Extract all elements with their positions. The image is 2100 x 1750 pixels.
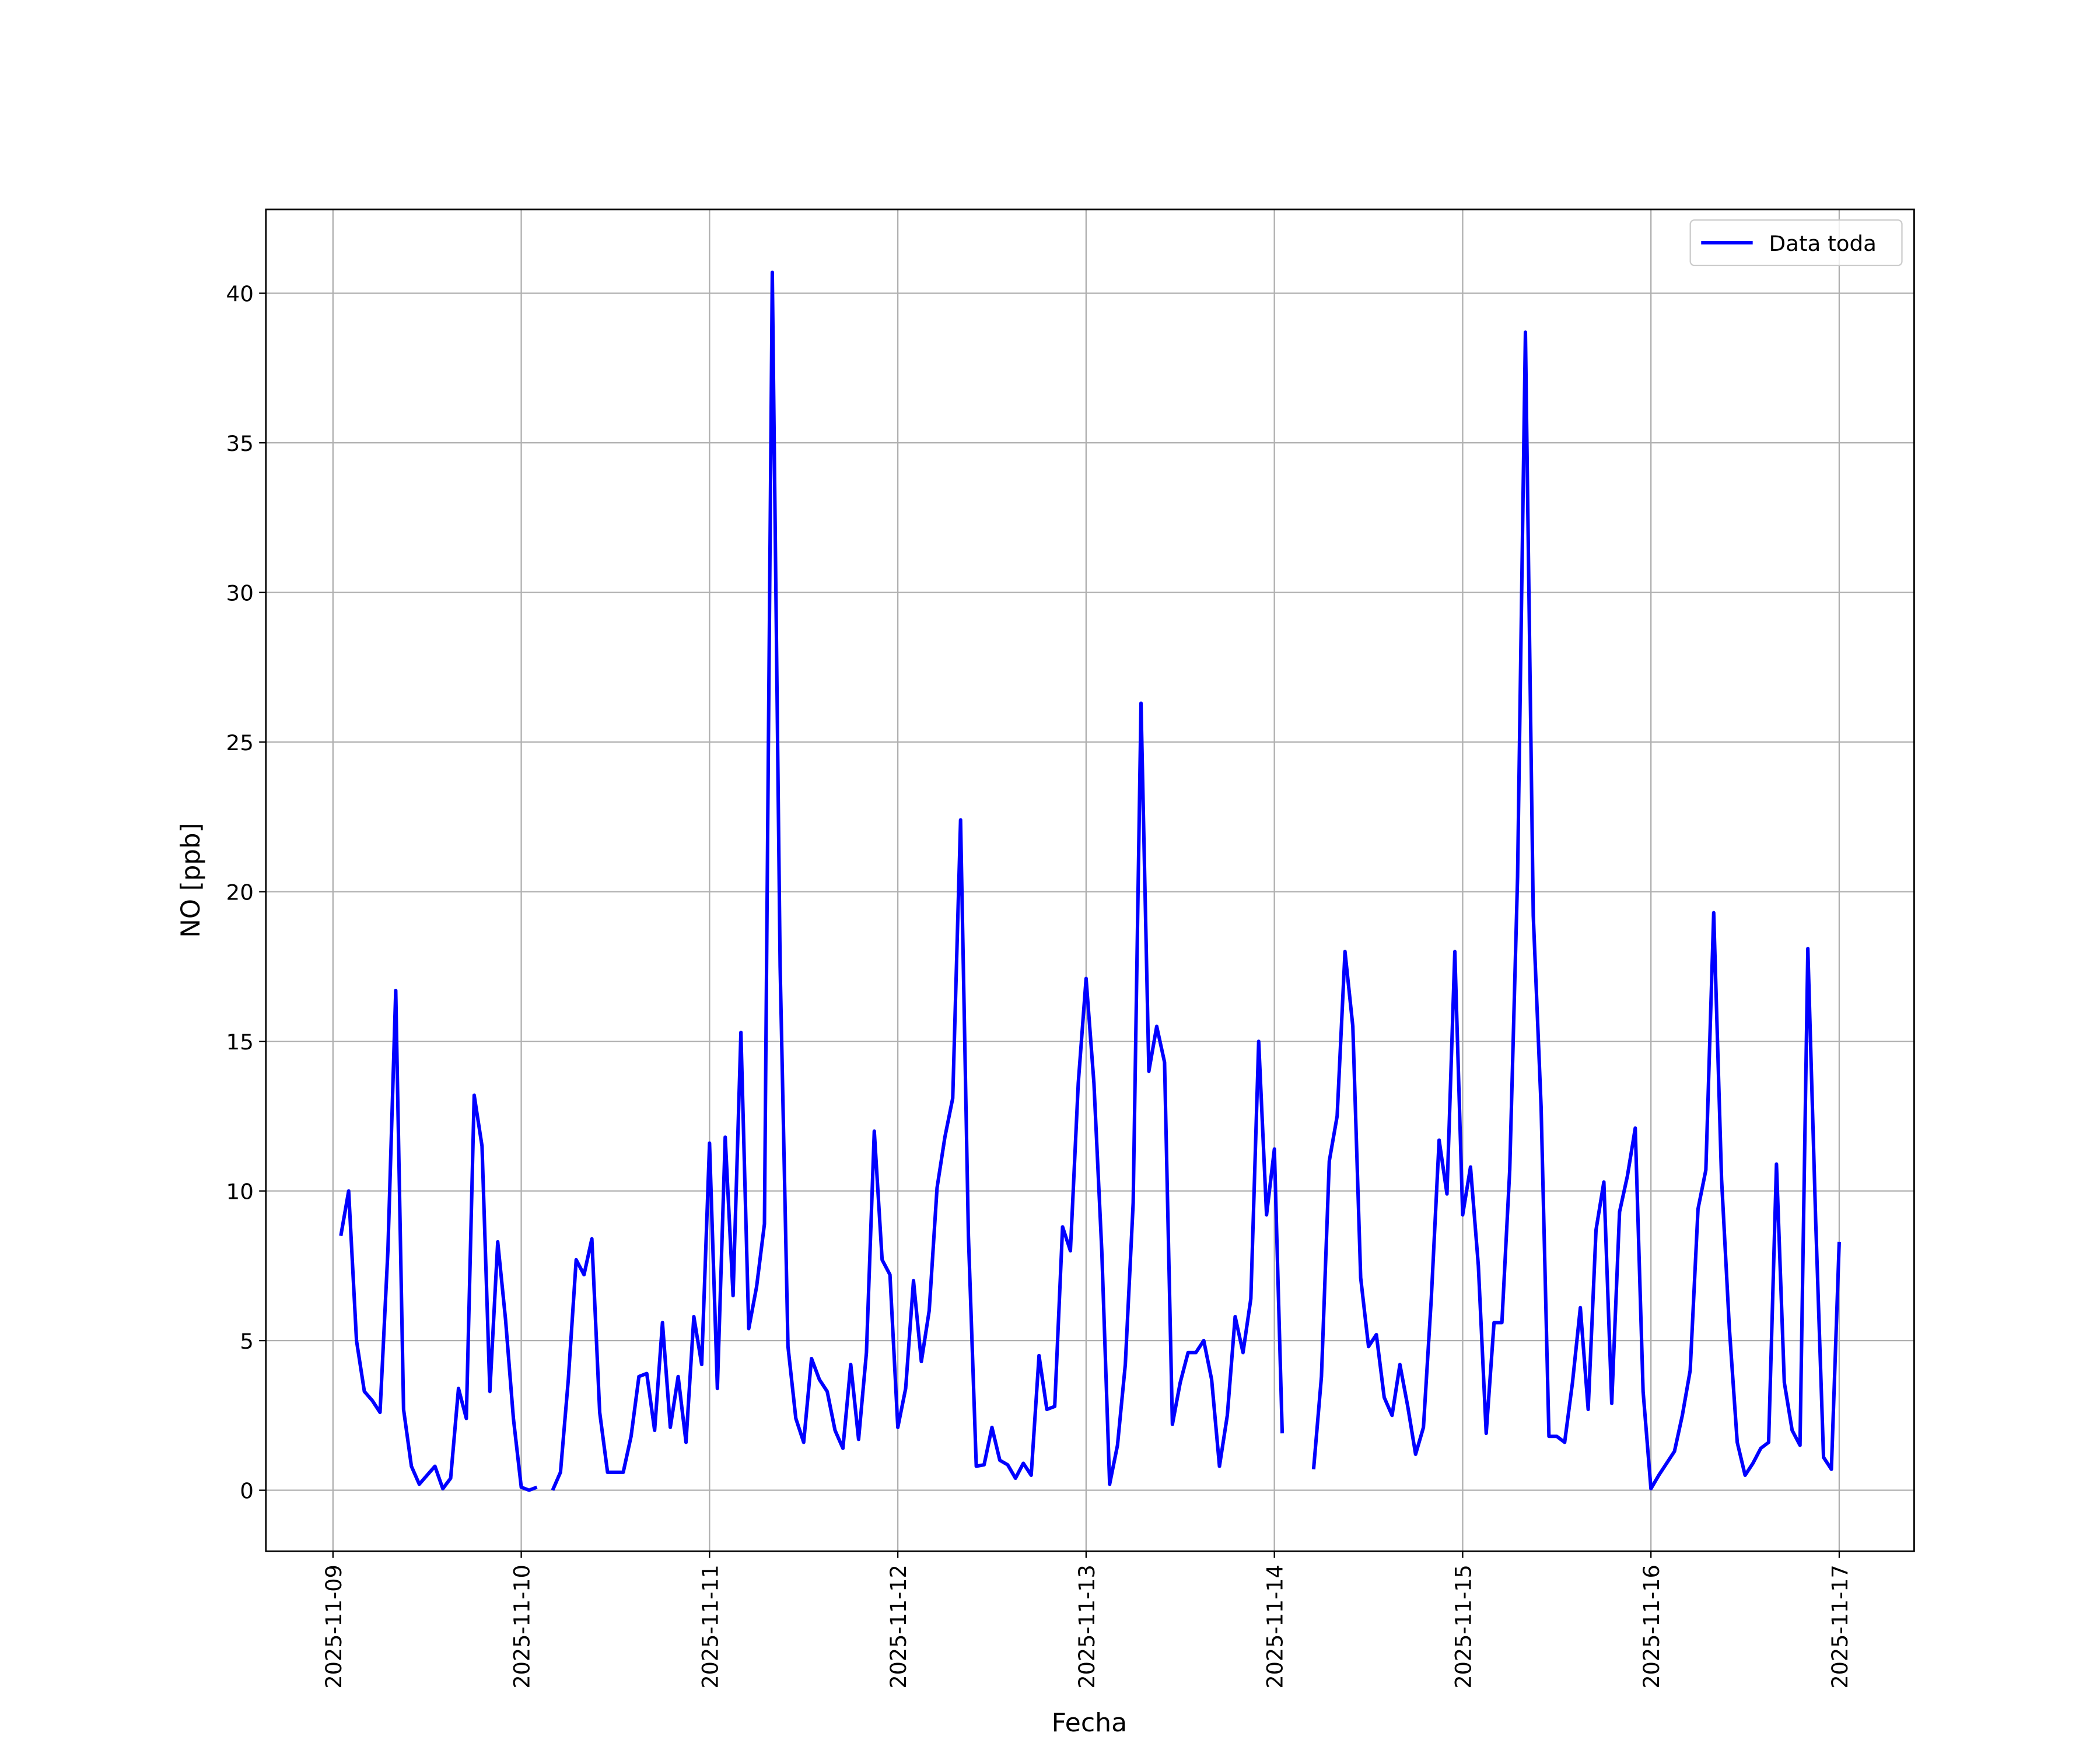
grid [265,209,1915,1552]
y-tick-label: 40 [226,282,254,307]
x-tick-label: 2025-11-09 [321,1564,346,1688]
y-tick-label: 10 [226,1180,254,1205]
y-axis-label: NO [ppb] [176,823,206,938]
x-tick-label: 2025-11-11 [698,1564,723,1688]
x-tick-label: 2025-11-17 [1828,1564,1853,1688]
legend-label: Data toda [1769,231,1877,256]
y-tick-label: 25 [226,730,254,755]
y-tick-label: 35 [226,431,254,456]
y-tick-label: 20 [226,880,254,905]
y-tick-label: 0 [240,1479,254,1504]
y-tick-label: 5 [240,1329,254,1354]
x-axis-label: Fecha [1052,1708,1128,1738]
data-line [339,270,1841,1492]
x-tick-label: 2025-11-13 [1074,1564,1100,1688]
x-tick-label: 2025-11-14 [1262,1564,1287,1688]
plot-area [339,270,1841,1492]
x-tick-label: 2025-11-15 [1451,1564,1476,1688]
axes-frame [265,208,1915,1552]
x-tick-label: 2025-11-16 [1639,1564,1664,1688]
y-tick-label: 30 [226,581,254,606]
x-tick-label: 2025-11-12 [886,1564,911,1688]
x-tick-label: 2025-11-10 [509,1564,534,1688]
legend: Data toda [1689,219,1903,267]
y-tick-label: 15 [226,1030,254,1055]
legend-box [1689,219,1903,267]
